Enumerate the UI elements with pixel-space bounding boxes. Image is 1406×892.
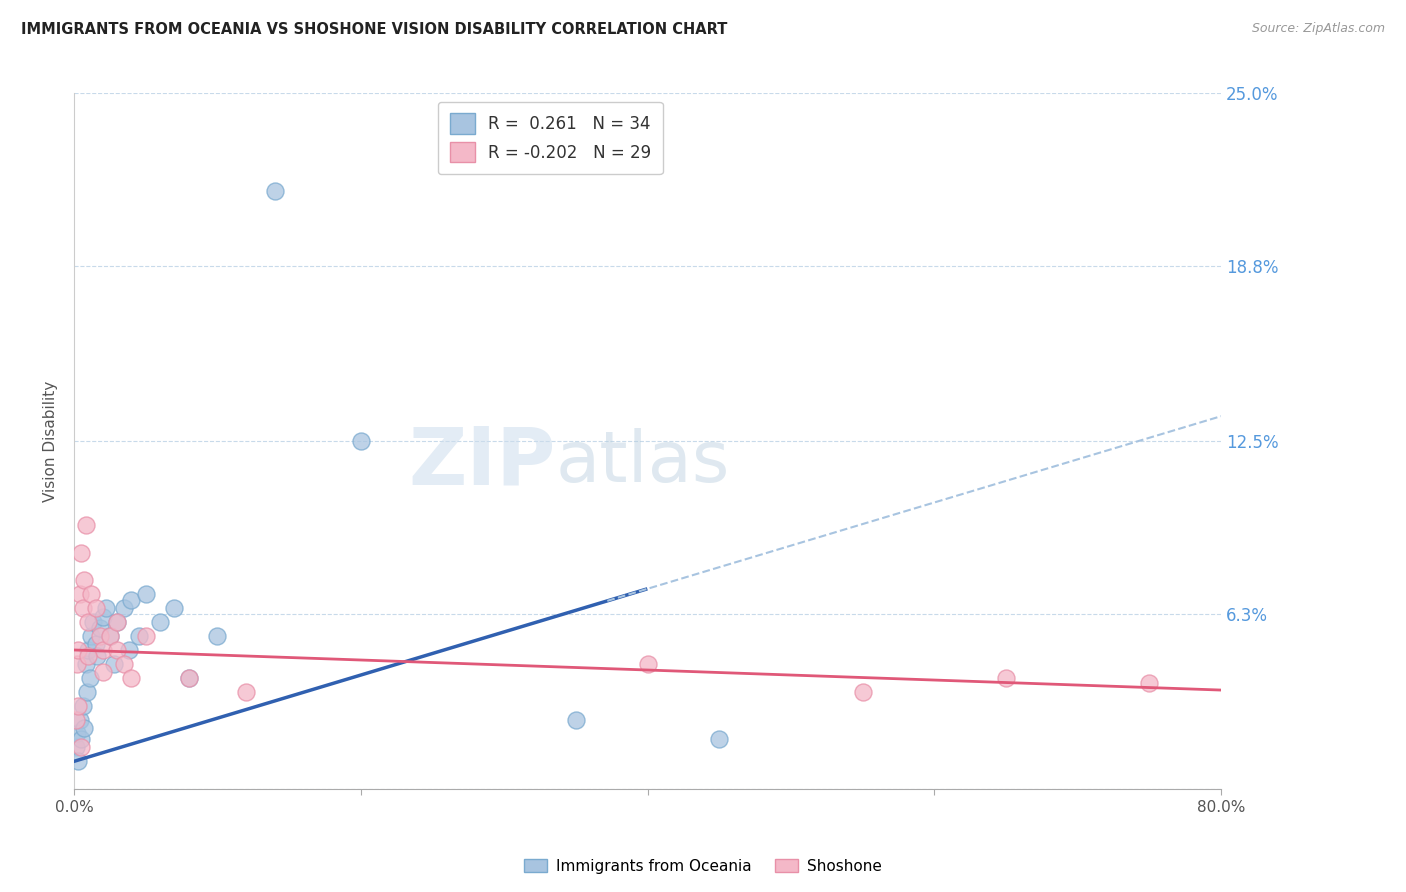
- Point: [105, 615, 128, 629]
- Point: [77, 615, 100, 629]
- Point: [135, 587, 157, 601]
- Point: [112, 601, 135, 615]
- Point: [120, 671, 142, 685]
- Legend: R =  0.261   N = 34, R = -0.202   N = 29: R = 0.261 N = 34, R = -0.202 N = 29: [439, 102, 662, 174]
- Point: [709, 732, 731, 747]
- Point: [72, 601, 94, 615]
- Point: [84, 637, 107, 651]
- Point: [82, 615, 104, 629]
- Legend: Immigrants from Oceania, Shoshone: Immigrants from Oceania, Shoshone: [517, 853, 889, 880]
- Point: [994, 671, 1017, 685]
- Point: [852, 684, 875, 698]
- Point: [80, 587, 103, 601]
- Point: [120, 593, 142, 607]
- Point: [77, 643, 100, 657]
- Point: [73, 574, 96, 588]
- Point: [76, 684, 98, 698]
- Point: [91, 609, 114, 624]
- Point: [91, 643, 114, 657]
- Point: [67, 698, 90, 713]
- Point: [67, 643, 90, 657]
- Point: [91, 665, 114, 680]
- Point: [70, 545, 93, 559]
- Point: [112, 657, 135, 671]
- Text: Source: ZipAtlas.com: Source: ZipAtlas.com: [1251, 22, 1385, 36]
- Point: [177, 671, 200, 685]
- Point: [565, 713, 588, 727]
- Text: atlas: atlas: [555, 427, 730, 497]
- Point: [84, 601, 107, 615]
- Point: [105, 643, 128, 657]
- Point: [89, 621, 111, 635]
- Point: [350, 434, 373, 449]
- Point: [65, 740, 87, 755]
- Point: [117, 643, 139, 657]
- Point: [177, 671, 200, 685]
- Point: [69, 587, 91, 601]
- Point: [98, 629, 121, 643]
- Point: [263, 184, 285, 198]
- Point: [65, 713, 87, 727]
- Point: [149, 615, 172, 629]
- Point: [66, 726, 89, 740]
- Point: [1137, 676, 1160, 690]
- Point: [207, 629, 229, 643]
- Point: [69, 713, 91, 727]
- Point: [103, 657, 125, 671]
- Y-axis label: Vision Disability: Vision Disability: [44, 381, 58, 502]
- Point: [79, 671, 101, 685]
- Point: [105, 615, 128, 629]
- Point: [637, 657, 659, 671]
- Point: [75, 517, 97, 532]
- Point: [73, 721, 96, 735]
- Point: [235, 684, 257, 698]
- Point: [86, 648, 108, 663]
- Point: [70, 740, 93, 755]
- Point: [128, 629, 150, 643]
- Point: [94, 601, 117, 615]
- Point: [70, 732, 93, 747]
- Point: [135, 629, 157, 643]
- Text: IMMIGRANTS FROM OCEANIA VS SHOSHONE VISION DISABILITY CORRELATION CHART: IMMIGRANTS FROM OCEANIA VS SHOSHONE VISI…: [21, 22, 727, 37]
- Point: [89, 629, 111, 643]
- Point: [72, 698, 94, 713]
- Point: [80, 629, 103, 643]
- Text: ZIP: ZIP: [409, 423, 555, 501]
- Point: [67, 754, 90, 768]
- Point: [163, 601, 186, 615]
- Point: [66, 657, 89, 671]
- Point: [77, 648, 100, 663]
- Point: [98, 629, 121, 643]
- Point: [75, 657, 97, 671]
